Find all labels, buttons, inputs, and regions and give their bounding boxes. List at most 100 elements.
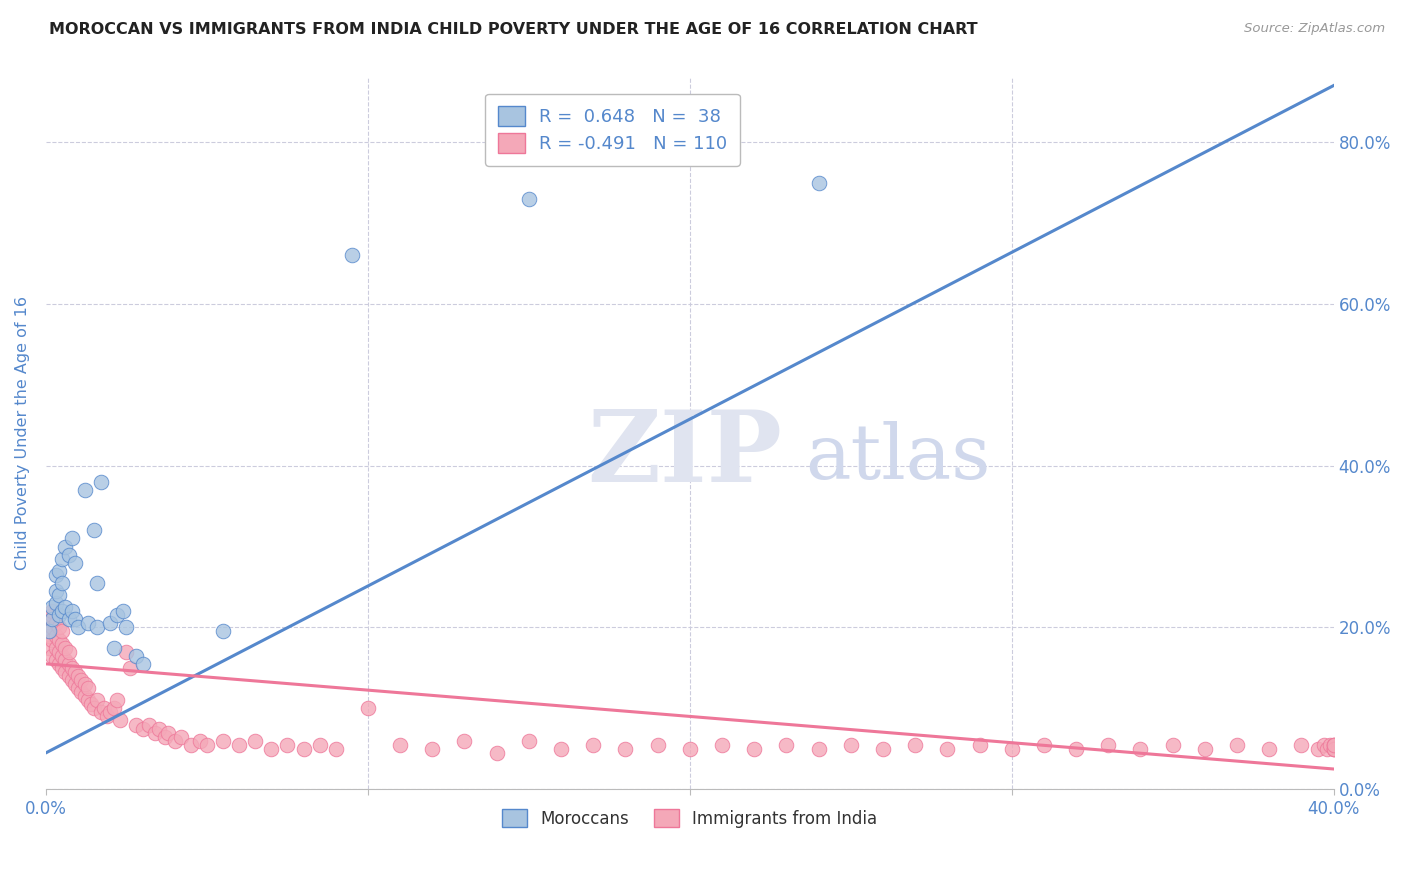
Point bbox=[1129, 741, 1152, 756]
Point bbox=[125, 717, 148, 731]
Point bbox=[389, 738, 412, 752]
Point bbox=[131, 722, 153, 736]
Point bbox=[86, 576, 108, 591]
Point bbox=[1291, 738, 1313, 752]
Legend: Moroccans, Immigrants from India: Moroccans, Immigrants from India bbox=[495, 802, 884, 834]
Point bbox=[1323, 741, 1346, 756]
Point bbox=[103, 640, 125, 655]
Point bbox=[38, 628, 60, 642]
Point bbox=[48, 608, 70, 623]
Point bbox=[63, 665, 86, 679]
Point bbox=[41, 612, 63, 626]
Point bbox=[1097, 738, 1119, 752]
Point bbox=[63, 612, 86, 626]
Point bbox=[51, 648, 73, 663]
Point bbox=[48, 620, 70, 634]
Point bbox=[292, 741, 315, 756]
Point bbox=[118, 661, 141, 675]
Point bbox=[73, 483, 96, 497]
Point bbox=[98, 706, 121, 720]
Point bbox=[90, 706, 112, 720]
Point bbox=[550, 741, 572, 756]
Point bbox=[38, 612, 60, 626]
Point bbox=[340, 248, 363, 262]
Point bbox=[76, 681, 98, 695]
Point bbox=[105, 608, 128, 623]
Point bbox=[517, 192, 540, 206]
Point bbox=[58, 645, 80, 659]
Point bbox=[180, 738, 202, 752]
Point bbox=[245, 733, 267, 747]
Point bbox=[53, 600, 76, 615]
Point bbox=[48, 588, 70, 602]
Point bbox=[41, 648, 63, 663]
Point bbox=[212, 624, 235, 639]
Point bbox=[67, 681, 90, 695]
Point bbox=[60, 604, 83, 618]
Point bbox=[41, 620, 63, 634]
Point bbox=[103, 701, 125, 715]
Point bbox=[420, 741, 443, 756]
Point bbox=[742, 741, 765, 756]
Point bbox=[1323, 738, 1346, 752]
Point bbox=[157, 725, 180, 739]
Point bbox=[1161, 738, 1184, 752]
Point bbox=[839, 738, 862, 752]
Point bbox=[148, 722, 170, 736]
Point bbox=[325, 741, 347, 756]
Point bbox=[276, 738, 298, 752]
Point bbox=[647, 738, 669, 752]
Point bbox=[679, 741, 702, 756]
Point bbox=[1319, 738, 1341, 752]
Point bbox=[485, 746, 508, 760]
Point bbox=[228, 738, 250, 752]
Point bbox=[614, 741, 637, 756]
Point bbox=[190, 733, 212, 747]
Point bbox=[51, 624, 73, 639]
Point bbox=[163, 733, 186, 747]
Point bbox=[60, 532, 83, 546]
Point bbox=[67, 620, 90, 634]
Point bbox=[90, 475, 112, 489]
Point bbox=[1032, 738, 1054, 752]
Point bbox=[67, 669, 90, 683]
Point bbox=[1316, 741, 1339, 756]
Point bbox=[453, 733, 475, 747]
Point bbox=[872, 741, 894, 756]
Point bbox=[58, 669, 80, 683]
Point bbox=[93, 701, 115, 715]
Point bbox=[153, 730, 176, 744]
Point bbox=[53, 665, 76, 679]
Point bbox=[1194, 741, 1216, 756]
Point bbox=[86, 693, 108, 707]
Point bbox=[73, 677, 96, 691]
Point bbox=[80, 698, 103, 712]
Point bbox=[45, 616, 67, 631]
Point bbox=[98, 616, 121, 631]
Point bbox=[41, 608, 63, 623]
Point bbox=[517, 733, 540, 747]
Point bbox=[83, 701, 105, 715]
Point bbox=[260, 741, 283, 756]
Point bbox=[195, 738, 218, 752]
Point bbox=[212, 733, 235, 747]
Point bbox=[1064, 741, 1087, 756]
Point bbox=[1323, 741, 1346, 756]
Point bbox=[170, 730, 193, 744]
Point bbox=[63, 556, 86, 570]
Point bbox=[58, 548, 80, 562]
Point bbox=[76, 616, 98, 631]
Point bbox=[45, 628, 67, 642]
Point bbox=[58, 612, 80, 626]
Text: MOROCCAN VS IMMIGRANTS FROM INDIA CHILD POVERTY UNDER THE AGE OF 16 CORRELATION : MOROCCAN VS IMMIGRANTS FROM INDIA CHILD … bbox=[49, 22, 977, 37]
Point bbox=[48, 645, 70, 659]
Point bbox=[125, 648, 148, 663]
Point bbox=[115, 620, 138, 634]
Point bbox=[51, 604, 73, 618]
Point bbox=[53, 540, 76, 554]
Point bbox=[41, 600, 63, 615]
Point bbox=[807, 176, 830, 190]
Point bbox=[711, 738, 734, 752]
Point bbox=[48, 564, 70, 578]
Text: ZIP: ZIP bbox=[586, 406, 782, 503]
